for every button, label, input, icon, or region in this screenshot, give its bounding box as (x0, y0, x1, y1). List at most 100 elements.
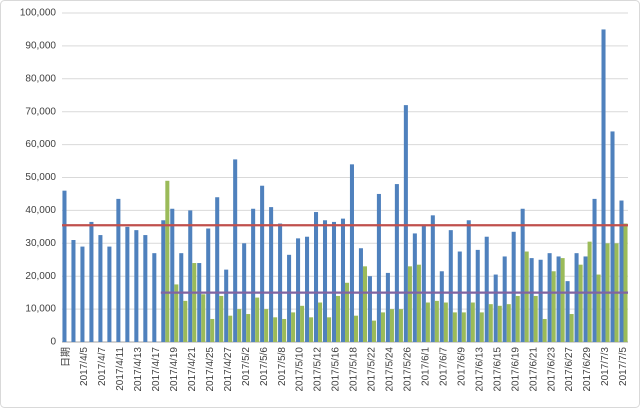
bar (407, 266, 412, 342)
bar (201, 294, 206, 342)
bar (511, 231, 516, 342)
bar (475, 249, 480, 342)
x-tick-label: 2017/5/26 (403, 347, 414, 392)
bar (322, 220, 328, 342)
y-tick-label: 60,000 (25, 139, 56, 150)
bar (610, 131, 615, 342)
bar (502, 256, 507, 342)
bar (224, 269, 229, 342)
bar (170, 208, 175, 342)
y-tick-label: 70,000 (25, 106, 56, 117)
x-tick-label: 2017/5/2 (241, 347, 252, 386)
bar (439, 271, 444, 342)
x-tick-label: 2017/4/17 (151, 347, 162, 392)
bar (371, 320, 376, 342)
bar (538, 259, 543, 342)
y-tick-label: 10,000 (25, 304, 56, 315)
bar (174, 284, 179, 342)
bar (380, 312, 385, 342)
bar (143, 235, 148, 342)
x-tick-label: 2017/5/10 (295, 347, 306, 392)
bar (524, 251, 529, 342)
bar (165, 180, 170, 342)
bar (560, 258, 565, 342)
bar (287, 254, 292, 342)
bar (336, 295, 341, 342)
bar (318, 302, 323, 342)
bar (578, 264, 583, 342)
bar (89, 221, 94, 342)
bar (583, 256, 588, 342)
bar (506, 304, 511, 342)
x-tick-label: 2017/5/6 (259, 347, 270, 386)
bar (412, 233, 417, 342)
x-tick-label: 2017/4/5 (79, 347, 90, 386)
bar (71, 240, 76, 342)
bar (457, 251, 462, 342)
bar (327, 317, 332, 342)
bar (296, 238, 301, 342)
x-tick-label: 2017/5/12 (313, 347, 324, 392)
bar (278, 223, 283, 342)
bar (430, 215, 435, 342)
x-tick-label: 2017/5/22 (367, 347, 378, 392)
bar (305, 236, 310, 342)
bar (183, 300, 188, 342)
bar (116, 198, 121, 342)
bar (219, 295, 224, 342)
bar (134, 230, 139, 342)
bar (542, 318, 547, 342)
bar (291, 312, 296, 342)
bar (233, 159, 238, 342)
bar (389, 309, 394, 342)
bar (331, 221, 337, 342)
bar (246, 314, 251, 342)
bar (62, 190, 67, 342)
bar (80, 246, 85, 342)
y-tick-label: 90,000 (25, 41, 56, 52)
bar (273, 317, 278, 342)
bar (188, 210, 193, 342)
x-tick-label: 2017/4/19 (169, 347, 180, 392)
bar (497, 305, 502, 342)
bar (488, 304, 493, 342)
y-tick-label: 30,000 (25, 238, 56, 249)
bar (228, 315, 233, 342)
bar (367, 276, 372, 342)
bar (623, 223, 628, 342)
bar (260, 185, 265, 342)
bar (533, 295, 538, 342)
y-tick-label: 50,000 (25, 172, 56, 183)
x-tick-label: 2017/5/18 (349, 347, 360, 392)
x-tick-label: 2017/5/24 (385, 347, 396, 392)
bar (345, 282, 350, 342)
bar (314, 212, 319, 342)
x-tick-label: 2017/5/16 (331, 347, 342, 392)
bar (556, 256, 561, 342)
y-tick-label: 20,000 (25, 271, 56, 282)
bar (192, 263, 197, 342)
y-tick-label: 80,000 (25, 73, 56, 84)
y-tick-label: 100,000 (20, 8, 57, 19)
x-tick-label: 2017/6/21 (528, 347, 539, 392)
bar (484, 236, 489, 342)
bar (466, 220, 471, 342)
x-tick-label: 2017/4/11 (115, 347, 126, 391)
x-tick-label: 2017/6/13 (474, 347, 485, 392)
bar (601, 29, 606, 342)
x-tick-label: 2017/4/13 (133, 347, 144, 392)
bar (179, 253, 184, 342)
bar (98, 235, 103, 342)
x-tick-label: 2017/4/27 (223, 347, 234, 392)
bar (493, 274, 498, 342)
bar (565, 281, 570, 342)
x-tick-label: 2017/6/27 (564, 347, 575, 392)
bar (551, 271, 556, 342)
bar (107, 246, 112, 342)
x-tick-label: 2017/6/19 (510, 347, 521, 392)
y-tick-label: 40,000 (25, 205, 56, 216)
x-tick-label: 2017/5/8 (277, 347, 288, 386)
bar (215, 197, 220, 342)
